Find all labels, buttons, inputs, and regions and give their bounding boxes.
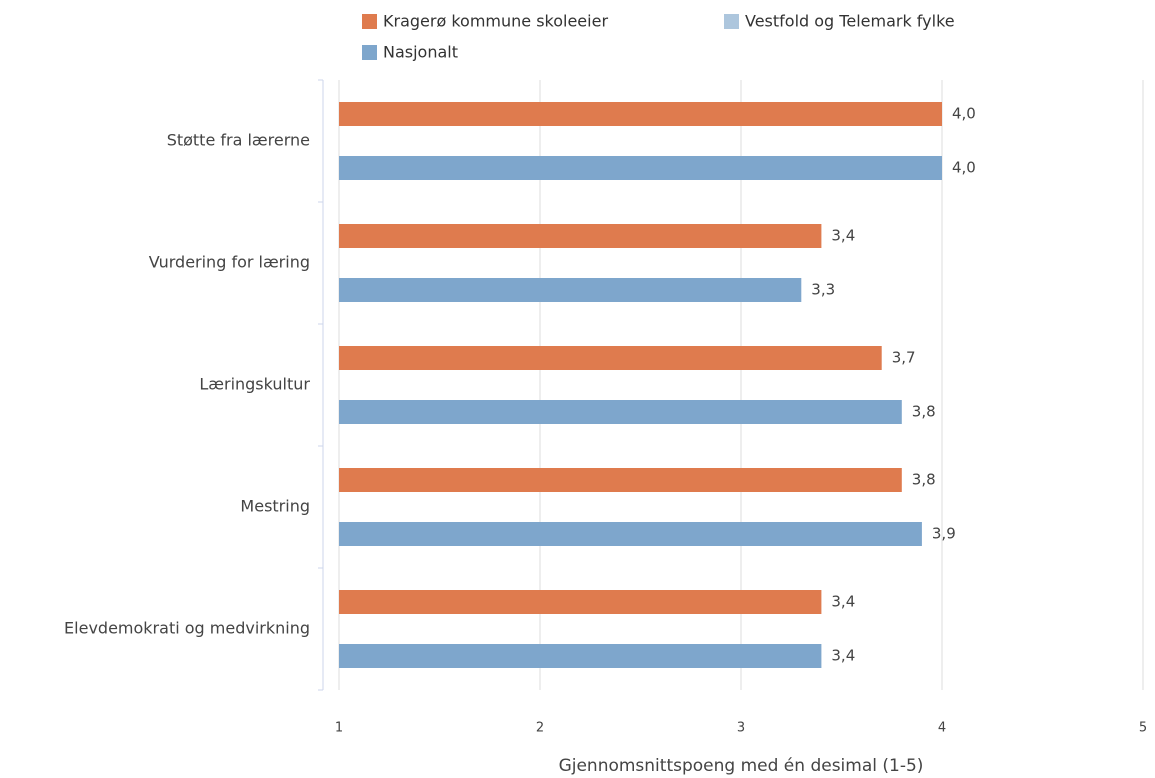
bar	[339, 156, 942, 180]
x-tick-label: 5	[1139, 721, 1147, 736]
x-tick-label: 3	[737, 721, 745, 736]
legend-swatch	[362, 14, 377, 29]
bar	[339, 590, 822, 614]
y-tick-label: Læringskultur	[199, 375, 310, 394]
x-axis-title: Gjennomsnittspoeng med én desimal (1-5)	[559, 756, 924, 776]
value-label: 3,4	[831, 227, 855, 245]
value-label: 3,8	[912, 403, 936, 421]
x-tick-label: 4	[938, 721, 946, 736]
y-tick-label: Støtte fra lærerne	[167, 131, 310, 150]
x-tick-label: 1	[335, 721, 343, 736]
y-tick-label: Elevdemokrati og medvirkning	[64, 619, 310, 638]
bar	[339, 468, 902, 492]
value-label: 4,0	[952, 159, 976, 177]
bar	[339, 102, 942, 126]
bar	[339, 400, 902, 424]
value-label: 3,7	[892, 349, 916, 367]
bar	[339, 224, 822, 248]
legend-label: Nasjonalt	[383, 43, 458, 62]
bar	[339, 522, 922, 546]
value-label: 3,4	[831, 593, 855, 611]
value-label: 3,8	[912, 471, 936, 489]
y-tick-label: Mestring	[240, 497, 310, 516]
legend-label: Kragerø kommune skoleeier	[383, 12, 608, 31]
value-label: 3,3	[811, 281, 835, 299]
legend-swatch	[362, 45, 377, 60]
legend-swatch	[724, 14, 739, 29]
legend-label: Vestfold og Telemark fylke	[745, 12, 955, 31]
bar	[339, 278, 802, 302]
bar	[339, 346, 882, 370]
y-tick-label: Vurdering for læring	[149, 253, 310, 272]
value-label: 4,0	[952, 105, 976, 123]
bar	[339, 644, 822, 668]
x-tick-label: 2	[536, 721, 544, 736]
value-label: 3,4	[831, 647, 855, 665]
value-label: 3,9	[932, 525, 956, 543]
